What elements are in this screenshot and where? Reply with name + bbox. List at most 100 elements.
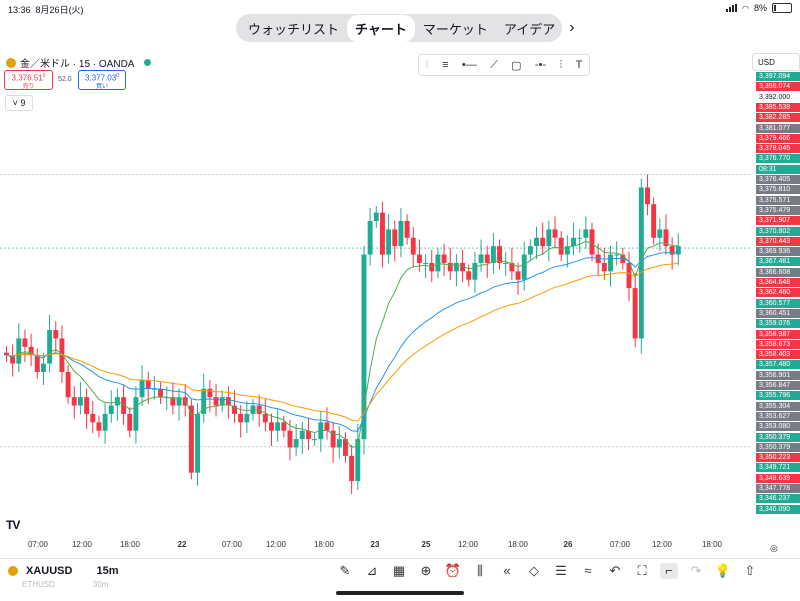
candle-body <box>410 237 416 255</box>
bottom-interval[interactable]: 15m <box>96 565 119 577</box>
secondary-symbol: ETHUSD 30m <box>22 580 108 589</box>
horizontal-line-icon[interactable]: -•- <box>534 59 547 71</box>
rectangle-icon[interactable]: ▢ <box>511 59 522 72</box>
price-label: 3,358.403 <box>756 350 800 360</box>
time-label: 25 <box>421 540 431 549</box>
candle-body <box>47 330 53 364</box>
tab-watchlist[interactable]: ウォッチリスト <box>248 21 340 37</box>
price-label: 3,356.847 <box>756 381 800 390</box>
price-label: 3,346.090 <box>756 504 800 514</box>
price-label: 3,392.000 <box>759 93 791 101</box>
fib-lines-icon[interactable]: ≡ <box>442 59 449 71</box>
pen-icon[interactable]: ✎ <box>339 563 351 578</box>
indicators-toggle[interactable]: ˅ 9 <box>5 95 33 111</box>
candle-body <box>336 439 342 448</box>
candle-body <box>40 363 46 372</box>
candle-body <box>663 229 669 247</box>
price-label: 3,350.379 <box>756 432 800 442</box>
ma-fast-line <box>6 240 679 449</box>
price-label: 3,375.810 <box>756 185 800 195</box>
candle-body <box>145 380 151 389</box>
drag-handle-icon[interactable]: ⁞ <box>425 59 429 71</box>
tab-chart[interactable]: チャート <box>347 14 415 42</box>
time-label: 12:00 <box>651 540 673 549</box>
vertical-line-icon[interactable]: ⫶ <box>559 58 563 71</box>
candle-body <box>269 422 274 431</box>
bottom-toolbar: XAUUSD 15m ETHUSD 30m ✎ ⊿ ▦ ⊕ ⏰ ⫼ « ◇ ☰ … <box>0 558 800 601</box>
candle-body <box>503 262 509 264</box>
candle-body <box>324 422 330 431</box>
chevron-right-icon[interactable]: › <box>569 19 575 36</box>
chart-style-icon[interactable]: ≈ <box>584 563 592 578</box>
layout-grid-icon[interactable]: ▦ <box>392 563 406 578</box>
price-label: 3,370.802 <box>756 226 800 236</box>
lightbulb-icon[interactable]: 💡 <box>714 563 732 578</box>
candle-body <box>343 439 348 456</box>
candle-body <box>84 397 90 414</box>
text-tool-icon[interactable]: T <box>575 59 583 71</box>
undo-icon[interactable]: ↶ <box>609 563 621 578</box>
ma-slow-line <box>6 262 679 422</box>
time-label: 07:00 <box>27 540 49 549</box>
fullscreen-icon[interactable]: ⛶ <box>637 563 647 578</box>
candle-body <box>540 237 546 247</box>
candle-body <box>71 397 77 406</box>
price-label: 3,376.770 <box>756 154 800 164</box>
candle-body <box>490 246 496 263</box>
sliders-icon[interactable]: ☰ <box>555 563 567 578</box>
time-label: 12:00 <box>457 540 479 549</box>
candle-body <box>195 413 201 473</box>
sell-button[interactable]: 3,376.510 売り <box>4 70 53 90</box>
price-label: 3,353.080 <box>756 422 800 432</box>
candle-type-icon[interactable]: ⫼ <box>477 563 483 578</box>
candle-body <box>238 413 244 423</box>
price-label: 3,346.237 <box>756 494 800 504</box>
candle-body <box>497 246 503 263</box>
tab-market[interactable]: マーケット <box>422 21 488 37</box>
candle-body <box>275 422 281 431</box>
status-time: 13:36 8月26日(火) <box>8 5 84 15</box>
time-axis[interactable]: 07:00 12:00 18:00 22 07:00 12:00 18:00 23 25 12:0… <box>0 540 752 554</box>
trend-line-icon[interactable]: ⟋ <box>490 58 498 71</box>
indicators-icon[interactable]: ⊿ <box>366 563 378 578</box>
bottom-symbol: XAUUSD <box>26 565 73 577</box>
layers-icon[interactable]: ◇ <box>529 563 539 578</box>
price-chart[interactable] <box>0 70 752 523</box>
candle-body <box>460 262 466 272</box>
ma-mid-line <box>6 251 679 432</box>
share-icon[interactable]: ⇧ <box>744 563 756 578</box>
time-label: 07:00 <box>609 540 631 549</box>
symbol-header[interactable]: 金／米ドル · 15 · OANDA <box>6 55 152 70</box>
buy-button[interactable]: 3,377.030 買い <box>78 70 126 90</box>
add-icon[interactable]: ⊕ <box>420 563 432 578</box>
settings-icon[interactable]: ◎ <box>770 543 778 553</box>
tab-ideas[interactable]: アイデア <box>503 21 556 37</box>
candle-body <box>367 221 373 255</box>
price-label: 3,396.074 <box>756 82 800 92</box>
replay-icon[interactable]: « <box>503 563 511 578</box>
candle-body <box>293 439 299 448</box>
price-label: 3,360.577 <box>756 298 800 308</box>
time-label: 22 <box>177 540 187 549</box>
price-label: 3,359.076 <box>756 319 800 329</box>
price-axis[interactable]: USD 3,397.094 3,396.074 3,392.000 3,385.538… <box>752 50 800 524</box>
crosshair-icon[interactable]: ⌐ <box>660 563 678 579</box>
candle-body <box>10 355 16 364</box>
gold-coin-icon <box>6 57 16 68</box>
time-label: 07:00 <box>221 540 243 549</box>
candle-body <box>441 254 447 263</box>
candle-body <box>651 204 657 238</box>
candle-body <box>484 254 490 263</box>
price-label: 3,364.648 <box>756 278 800 287</box>
price-label: 3,360.451 <box>756 308 800 318</box>
alert-clock-icon[interactable]: ⏰ <box>444 563 462 578</box>
time-label: 26 <box>563 540 573 549</box>
main-nav: ウォッチリスト チャート マーケット アイデア › <box>236 14 575 42</box>
time-label: 12:00 <box>71 540 93 549</box>
symbol-selector[interactable]: XAUUSD 15m <box>8 565 118 577</box>
price-label: 3,357.480 <box>756 360 800 370</box>
candle-body <box>281 422 287 431</box>
candle-body <box>22 338 28 347</box>
redo-icon[interactable]: ↷ <box>690 563 702 578</box>
horizontal-ray-icon[interactable]: •— <box>461 59 477 71</box>
